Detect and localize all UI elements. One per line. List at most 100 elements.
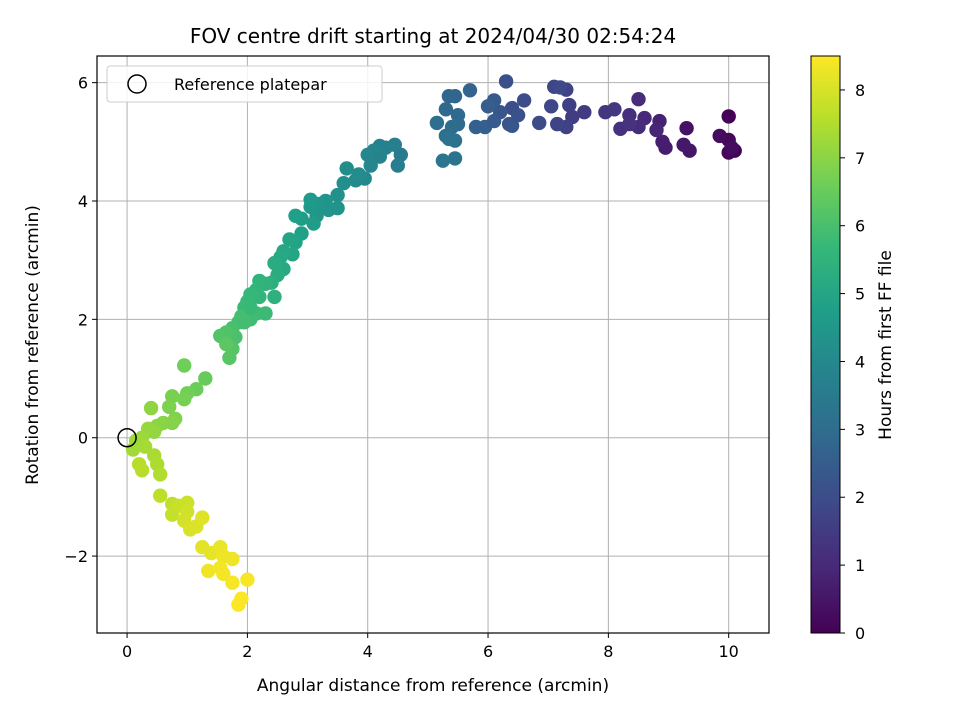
data-point: [225, 551, 240, 567]
data-point: [143, 400, 159, 416]
data-point: [231, 597, 246, 612]
y-axis-ticks: −2 0 2 4 6: [64, 74, 97, 566]
data-point: [679, 121, 694, 136]
data-point: [510, 108, 526, 123]
colorbar-tick-label: 3: [855, 420, 865, 439]
y-tick-label: 2: [78, 310, 88, 329]
colorbar-tick-label: 7: [855, 149, 865, 168]
data-point: [303, 192, 318, 207]
colorbar-tick-label: 6: [855, 217, 865, 236]
data-points: [117, 74, 742, 612]
colorbar-ticks: 0 1 2 3 4 5 6 7 8: [840, 81, 865, 643]
data-point: [225, 575, 240, 590]
y-tick-label: 6: [78, 74, 88, 93]
data-point: [162, 399, 177, 415]
data-point: [532, 115, 547, 131]
data-point: [321, 202, 336, 218]
data-point: [240, 572, 255, 587]
data-point: [550, 116, 565, 132]
x-tick-label: 8: [603, 642, 613, 661]
data-point: [516, 93, 532, 108]
x-tick-label: 0: [122, 642, 132, 661]
data-point: [429, 115, 445, 131]
y-axis-label: Rotation from reference (arcmin): [23, 205, 43, 485]
colorbar-tick-label: 8: [855, 81, 865, 100]
data-point: [137, 439, 153, 454]
colorbar-tick-label: 0: [855, 624, 865, 643]
data-point: [306, 216, 321, 231]
data-point: [336, 176, 351, 191]
data-point: [153, 467, 168, 482]
y-tick-label: 0: [78, 429, 88, 448]
x-tick-label: 10: [719, 642, 739, 661]
data-point: [237, 315, 252, 330]
x-axis-label: Angular distance from reference (arcmin): [257, 676, 609, 696]
x-axis-ticks: 0 2 4 6 8 10: [122, 633, 739, 661]
data-point: [480, 99, 496, 114]
chart-title: FOV centre drift starting at 2024/04/30 …: [190, 24, 676, 48]
data-point: [195, 510, 210, 525]
data-point: [363, 158, 378, 173]
data-point: [258, 306, 273, 321]
data-point: [721, 109, 736, 124]
legend-entry-reference-platepar: Reference platepar: [174, 75, 327, 94]
data-point: [201, 563, 216, 579]
data-point: [390, 158, 405, 173]
y-tick-label: −2: [64, 547, 88, 566]
data-point: [219, 337, 234, 352]
data-point: [577, 105, 592, 120]
data-point: [177, 392, 192, 407]
data-point: [288, 208, 303, 223]
data-point: [468, 119, 484, 135]
data-point: [504, 118, 520, 133]
data-point: [213, 560, 228, 576]
data-point: [655, 134, 670, 149]
data-point: [649, 122, 664, 138]
data-point: [441, 131, 457, 147]
data-point: [441, 89, 457, 104]
data-point: [330, 187, 345, 203]
legend: Reference platepar: [106, 65, 383, 103]
data-point: [631, 92, 646, 107]
data-point: [134, 463, 150, 478]
data-point: [198, 371, 213, 386]
data-point: [724, 140, 739, 155]
legend-marker-reference: [127, 74, 147, 94]
reference-platepar-marker: [117, 427, 137, 448]
data-point: [676, 137, 691, 152]
data-point: [339, 161, 354, 176]
colorbar-tick-label: 1: [855, 556, 865, 575]
x-tick-label: 6: [483, 642, 493, 661]
data-point: [498, 74, 514, 89]
data-point: [351, 167, 366, 182]
data-point: [712, 128, 727, 144]
data-point: [438, 102, 454, 117]
data-point: [282, 232, 297, 247]
colorbar-tick-label: 2: [855, 488, 865, 507]
plot-frame: [96, 55, 770, 634]
colorbar: 0 1 2 3 4 5 6 7 8 Hours from first FF file: [810, 55, 896, 643]
data-point: [553, 80, 568, 95]
data-point: [435, 153, 451, 168]
data-point: [267, 255, 282, 271]
data-point: [447, 151, 463, 166]
colorbar-gradient: [810, 55, 841, 634]
data-point: [622, 116, 637, 132]
data-point: [267, 289, 282, 305]
data-point: [562, 97, 577, 113]
colorbar-label: Hours from first FF file: [876, 250, 896, 440]
y-tick-label: 4: [78, 192, 88, 211]
colorbar-tick-label: 5: [855, 285, 865, 304]
data-point: [153, 488, 168, 503]
x-tick-label: 4: [363, 642, 373, 661]
data-point: [177, 358, 192, 373]
data-point: [598, 105, 613, 120]
colorbar-tick-label: 4: [855, 352, 865, 371]
data-point: [222, 350, 237, 365]
data-point: [486, 113, 502, 129]
x-tick-label: 2: [242, 642, 252, 661]
data-point: [243, 300, 258, 315]
data-point: [544, 99, 559, 114]
